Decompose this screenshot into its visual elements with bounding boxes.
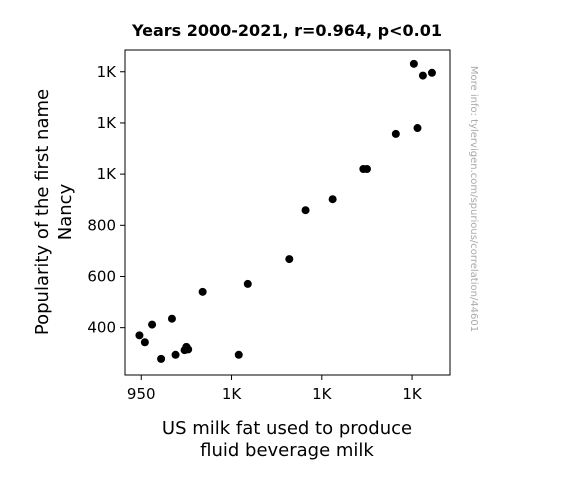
data-point [157, 354, 166, 363]
y-tick-label: 1K [97, 114, 118, 132]
data-point [148, 320, 157, 329]
data-point [413, 124, 422, 133]
chart-title: Years 2000-2021, r=0.964, p<0.01 [131, 21, 442, 40]
data-point [409, 59, 418, 68]
data-point [234, 350, 243, 359]
x-axis-label-line-1: US milk fat used to produce [162, 418, 412, 439]
data-point [391, 129, 400, 138]
watermark: More info: tylervigen.com/spurious/corre… [468, 66, 479, 332]
x-tick-label: 1K [402, 385, 423, 403]
data-point [171, 350, 180, 359]
data-point [427, 68, 436, 77]
y-axis-label-line-2: Nancy [55, 183, 76, 240]
y-tick-label: 800 [87, 216, 116, 234]
x-tick-label: 950 [127, 385, 156, 403]
data-point [167, 314, 176, 323]
data-point [362, 164, 371, 173]
x-tick-label: 1K [312, 385, 333, 403]
y-tick-label: 600 [87, 267, 116, 285]
y-axis: 400 600 800 1K 1K 1K [87, 63, 125, 337]
data-point [301, 206, 310, 215]
x-axis-label-line-2: fluid beverage milk [200, 440, 374, 461]
x-tick-label: 1K [222, 385, 243, 403]
data-point [140, 338, 149, 347]
data-point [243, 279, 252, 288]
data-point [184, 345, 193, 354]
y-axis-label-line-1: Popularity of the first name [32, 89, 53, 335]
data-point [328, 195, 337, 204]
y-tick-label: 400 [87, 319, 116, 337]
data-point [418, 71, 427, 80]
data-point [198, 287, 207, 296]
plot-area [124, 49, 451, 376]
data-point [135, 331, 144, 340]
x-axis: 950 1K 1K 1K [127, 375, 423, 403]
y-tick-label: 1K [97, 165, 118, 183]
y-tick-label: 1K [97, 63, 118, 81]
data-points [135, 59, 436, 363]
data-point [285, 255, 294, 264]
